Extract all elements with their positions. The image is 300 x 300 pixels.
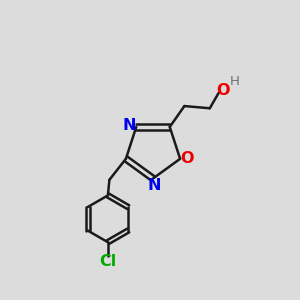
Text: Cl: Cl [99,254,116,268]
Text: H: H [230,75,239,88]
Text: N: N [123,118,136,133]
Text: O: O [217,83,230,98]
Text: O: O [180,151,194,166]
Text: N: N [148,178,161,193]
